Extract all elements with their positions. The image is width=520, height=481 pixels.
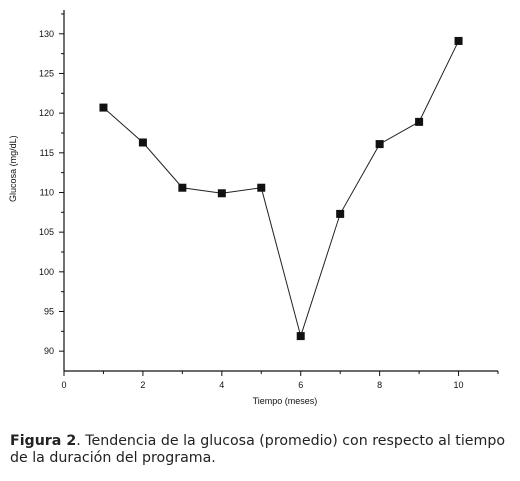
data-point-marker [99,103,108,112]
chart-ticks: 0 2 4 6 8 10 90 95 100 105 110 115 120 125 130 [39,13,499,390]
data-point-marker [257,183,266,192]
figure-caption: Figura 2. Tendencia de la glucosa (prome… [10,433,510,467]
y-tick-label: 90 [44,346,54,356]
data-point-marker [178,183,187,192]
data-point-marker [217,189,226,198]
glucose-line-chart: 0 2 4 6 8 10 90 95 100 105 110 115 120 125 130 Tiempo … [8,10,499,406]
chart-series [99,36,463,341]
y-tick-label: 115 [40,148,54,158]
y-tick-label: 125 [39,68,54,78]
y-tick-label: 120 [39,108,54,118]
x-tick-label: 8 [377,380,382,390]
figure-caption-text: . Tendencia de la glucosa (promedio) con… [10,433,506,466]
x-axis-title: Tiempo (meses) [253,396,318,406]
y-tick-label: 100 [39,267,54,277]
x-tick-label: 2 [140,380,145,390]
chart-axes [63,10,498,372]
x-tick-label: 10 [454,380,464,390]
data-point-marker [415,117,424,126]
y-tick-label: 130 [39,29,54,39]
figure-caption-label: Figura 2 [10,433,77,449]
data-point-marker [138,138,147,147]
data-point-marker [296,332,305,341]
data-point-marker [336,209,345,218]
series-line [103,40,459,338]
data-point-marker [375,140,384,149]
y-tick-label: 110 [40,187,54,197]
y-axis-title: Glucosa (mg/dL) [8,135,18,202]
x-tick-label: 4 [219,380,224,390]
x-tick-label: 0 [61,380,66,390]
y-tick-label: 105 [39,227,54,237]
x-tick-label: 6 [298,380,303,390]
y-tick-label: 95 [44,306,54,316]
data-point-marker [454,36,463,45]
